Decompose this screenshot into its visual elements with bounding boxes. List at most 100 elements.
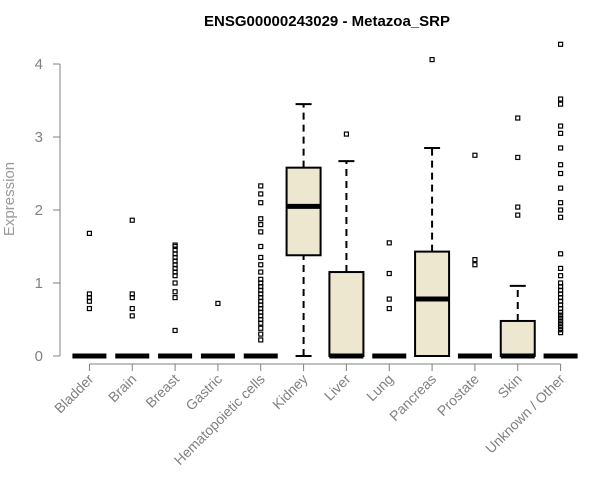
box-iqr xyxy=(328,271,365,357)
x-tick-label: Bladder xyxy=(51,371,97,417)
outlier-point xyxy=(557,200,564,206)
y-tick-label: 0 xyxy=(35,348,43,365)
outlier-point xyxy=(557,123,564,129)
x-tick-label: Lung xyxy=(363,371,396,404)
outlier-point xyxy=(172,280,178,286)
x-tick-label: Pancreas xyxy=(386,371,439,424)
outlier-point xyxy=(129,291,135,297)
box-group xyxy=(115,217,150,359)
chart-title: ENSG00000243029 - Metazoa_SRP xyxy=(204,13,450,30)
y-tick-label: 3 xyxy=(35,129,43,146)
outlier-point xyxy=(429,57,435,63)
outlier-point xyxy=(386,305,392,312)
x-tick-label: Skin xyxy=(494,371,525,402)
box-iqr xyxy=(414,250,451,357)
outlier-point xyxy=(258,269,264,275)
outlier-point xyxy=(343,131,350,137)
outlier-point xyxy=(258,200,264,206)
outlier-point xyxy=(386,296,392,302)
outlier-point xyxy=(557,321,564,327)
outlier-point xyxy=(129,305,135,312)
outlier-point xyxy=(472,262,478,268)
x-tick-label: Unknown / Other xyxy=(482,371,568,457)
box-group xyxy=(285,103,322,357)
outlier-point xyxy=(258,191,264,197)
outlier-point xyxy=(557,214,564,220)
outlier-point xyxy=(258,337,264,343)
box-group xyxy=(543,41,578,359)
x-tick-label: Gastric xyxy=(182,371,225,414)
y-tick-label: 4 xyxy=(35,56,43,73)
outlier-point xyxy=(258,254,264,261)
outlier-point xyxy=(129,217,135,223)
box-group xyxy=(200,300,235,359)
outlier-point xyxy=(515,115,521,121)
outlier-point xyxy=(472,257,478,263)
outlier-point xyxy=(86,291,93,297)
outlier-point xyxy=(557,330,564,336)
y-tick-label: 1 xyxy=(35,275,43,292)
outlier-point xyxy=(472,152,478,158)
outlier-point xyxy=(515,154,521,161)
outlier-point xyxy=(557,101,564,107)
outlier-point xyxy=(557,315,564,321)
outlier-point xyxy=(172,242,178,248)
y-axis-label: Expression xyxy=(1,162,18,236)
outlier-point xyxy=(557,273,564,279)
outlier-point xyxy=(557,265,564,271)
outlier-point xyxy=(258,222,264,228)
box-iqr xyxy=(499,319,536,357)
outlier-point xyxy=(557,96,564,102)
outlier-point xyxy=(557,324,564,330)
outlier-point xyxy=(258,331,264,337)
box-group xyxy=(414,57,451,357)
box-group xyxy=(457,152,492,359)
outlier-point xyxy=(258,216,264,222)
x-tick-label: Brain xyxy=(105,371,139,405)
outlier-point xyxy=(258,262,264,268)
outlier-point xyxy=(557,41,564,47)
box-group xyxy=(158,242,193,359)
outlier-point xyxy=(557,312,564,318)
y-tick-label: 2 xyxy=(35,202,43,219)
x-tick-label: Breast xyxy=(142,371,182,411)
outlier-point xyxy=(557,280,564,286)
outlier-point xyxy=(557,327,564,333)
outlier-point xyxy=(557,318,564,324)
box-group xyxy=(372,240,407,359)
outlier-point xyxy=(515,212,521,218)
outlier-point xyxy=(215,300,221,307)
outlier-point xyxy=(172,295,178,301)
outlier-point xyxy=(258,243,264,250)
outlier-point xyxy=(557,162,564,168)
outlier-point xyxy=(129,313,135,319)
outlier-point xyxy=(557,251,564,257)
outlier-point xyxy=(258,276,264,282)
box-iqr xyxy=(285,166,322,257)
x-tick-label: Liver xyxy=(321,371,354,404)
box-group xyxy=(72,230,107,359)
outlier-point xyxy=(557,130,564,136)
outlier-point xyxy=(172,327,178,334)
outlier-point xyxy=(172,289,178,295)
box-group xyxy=(243,183,278,359)
outlier-point xyxy=(557,170,564,177)
outlier-point xyxy=(515,204,521,210)
outlier-point xyxy=(258,325,264,331)
outlier-point xyxy=(557,145,564,151)
outlier-point xyxy=(386,240,392,246)
x-tick-label: Kidney xyxy=(269,371,311,413)
outlier-point xyxy=(557,207,564,213)
outlier-point xyxy=(86,305,93,312)
x-tick-label: Prostate xyxy=(434,371,482,419)
outlier-point xyxy=(386,270,392,277)
outlier-point xyxy=(258,183,264,189)
boxes xyxy=(72,41,578,359)
box-group xyxy=(328,131,365,359)
outlier-point xyxy=(86,230,93,236)
outlier-point xyxy=(557,185,564,191)
box-group xyxy=(499,115,536,359)
outlier-point xyxy=(258,229,264,235)
